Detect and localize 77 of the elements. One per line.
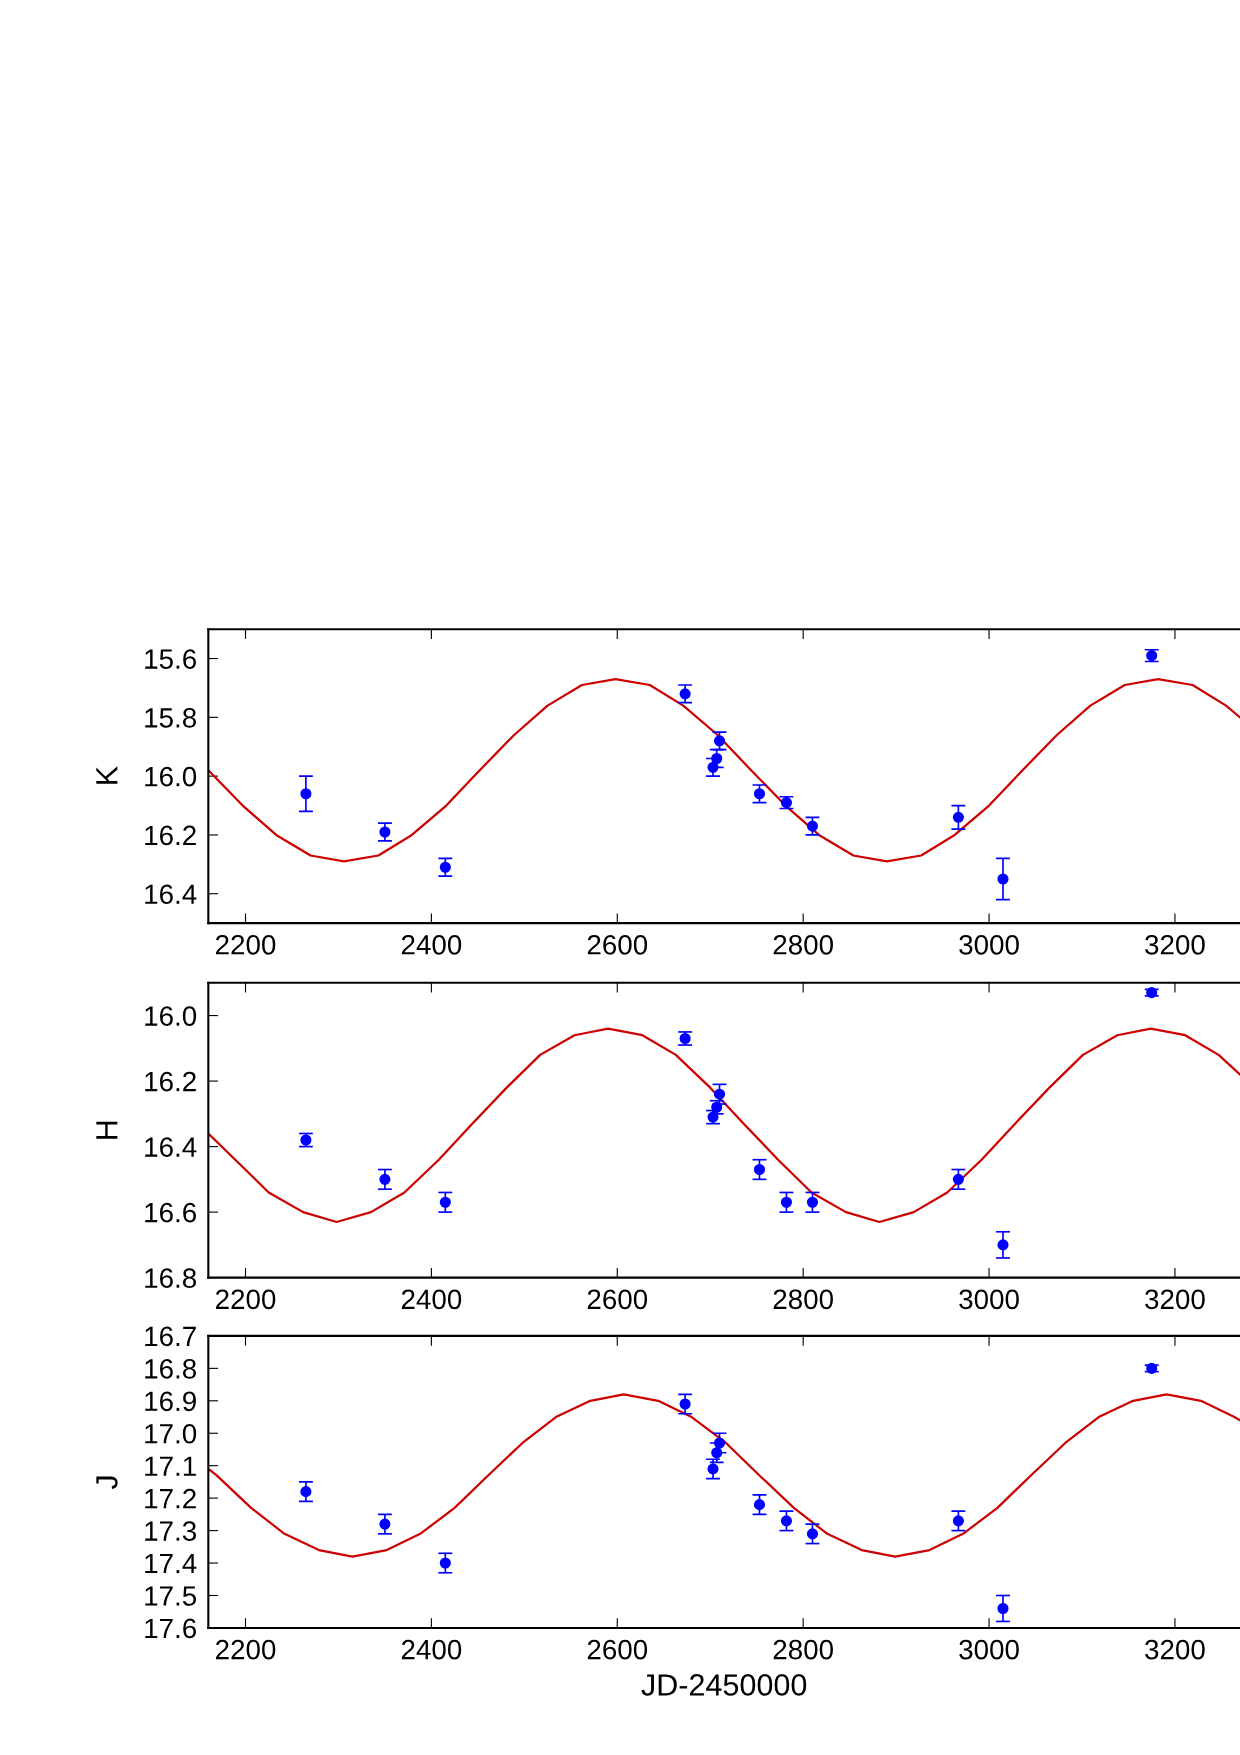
point <box>952 811 964 823</box>
y-axis-title: J <box>96 1476 118 1490</box>
x-tick-label: 3000 <box>959 1639 1019 1660</box>
point <box>806 1196 819 1208</box>
y-tick-label: 17.0 <box>145 1423 197 1444</box>
y-tick-label: 16.4 <box>145 884 197 905</box>
x-tick-label: 2200 <box>216 934 276 955</box>
x-tick-label: 3200 <box>1145 934 1205 955</box>
point <box>707 761 719 773</box>
point <box>952 1173 964 1185</box>
point <box>711 752 723 765</box>
point <box>679 688 691 700</box>
y-tick-label: 17.1 <box>145 1456 196 1476</box>
x-axis-title: JD-2450000 <box>641 1674 807 1696</box>
y-tick-label: 16.0 <box>145 766 197 787</box>
point <box>679 1398 691 1410</box>
x-tick-label: 2400 <box>401 1289 462 1310</box>
point <box>713 1437 726 1449</box>
y-tick-label: 17.3 <box>145 1521 196 1541</box>
y-tick-label: 16.9 <box>145 1391 196 1412</box>
x-tick-label: 2400 <box>401 1639 462 1660</box>
x-tick-label: 3000 <box>959 934 1019 955</box>
x-tick-label: 2400 <box>401 934 462 955</box>
point <box>997 1239 1009 1251</box>
point <box>300 1486 312 1498</box>
point <box>713 1088 726 1100</box>
x-tick-label: 2800 <box>773 1289 833 1310</box>
x-tick-label: 2600 <box>587 1639 648 1660</box>
y-tick-label: 16.4 <box>145 1137 197 1157</box>
x-tick-label: 3000 <box>959 1289 1019 1310</box>
point <box>997 1602 1009 1615</box>
point <box>711 1447 723 1459</box>
point <box>1146 1362 1158 1374</box>
y-tick-label: 16.2 <box>145 1071 196 1092</box>
point <box>780 1196 792 1208</box>
point <box>713 735 726 747</box>
y-tick-label: 16.0 <box>145 1006 197 1026</box>
point <box>707 1463 719 1475</box>
point <box>439 1196 451 1208</box>
y-tick-label: 16.7 <box>145 1326 196 1347</box>
line-series <box>208 678 1240 863</box>
point <box>379 826 391 838</box>
point <box>379 1173 391 1185</box>
y-tick-label: 15.6 <box>145 649 196 669</box>
x-tick-label: 2600 <box>587 1289 648 1310</box>
x-tick-label: 3200 <box>1145 1639 1205 1660</box>
point <box>753 1499 766 1511</box>
point <box>300 788 312 800</box>
x-tick-label: 3200 <box>1145 1289 1205 1310</box>
y-tick-label: 17.5 <box>145 1586 197 1606</box>
point <box>780 1515 792 1527</box>
x-tick-label: 2800 <box>773 1639 833 1660</box>
point <box>806 820 819 832</box>
x-tick-label: 2200 <box>216 1639 276 1660</box>
point <box>753 1163 766 1176</box>
y-tick-label: 16.6 <box>145 1202 196 1223</box>
x-tick-label: 2800 <box>773 934 833 955</box>
y-tick-label: 16.8 <box>145 1268 197 1288</box>
y-tick-label: 17.6 <box>145 1618 196 1639</box>
y-tick-label: 16.8 <box>145 1359 197 1379</box>
point <box>997 873 1009 885</box>
x-tick-label: 2600 <box>587 934 648 955</box>
point <box>753 788 766 800</box>
y-tick-label: 16.2 <box>145 825 196 846</box>
y-tick-label: 17.2 <box>145 1488 196 1509</box>
point <box>806 1528 819 1540</box>
point <box>952 1515 964 1527</box>
line-series <box>208 1393 1240 1558</box>
y-axis-title: K <box>96 766 118 784</box>
y-tick-label: 17.4 <box>145 1554 197 1574</box>
line-series <box>208 1027 1240 1224</box>
x-tick-label: 2200 <box>216 1289 276 1310</box>
point <box>439 1557 451 1569</box>
point <box>439 861 451 873</box>
y-tick-label: 15.8 <box>145 708 197 728</box>
point <box>379 1518 391 1530</box>
y-axis-title: H <box>96 1121 118 1139</box>
